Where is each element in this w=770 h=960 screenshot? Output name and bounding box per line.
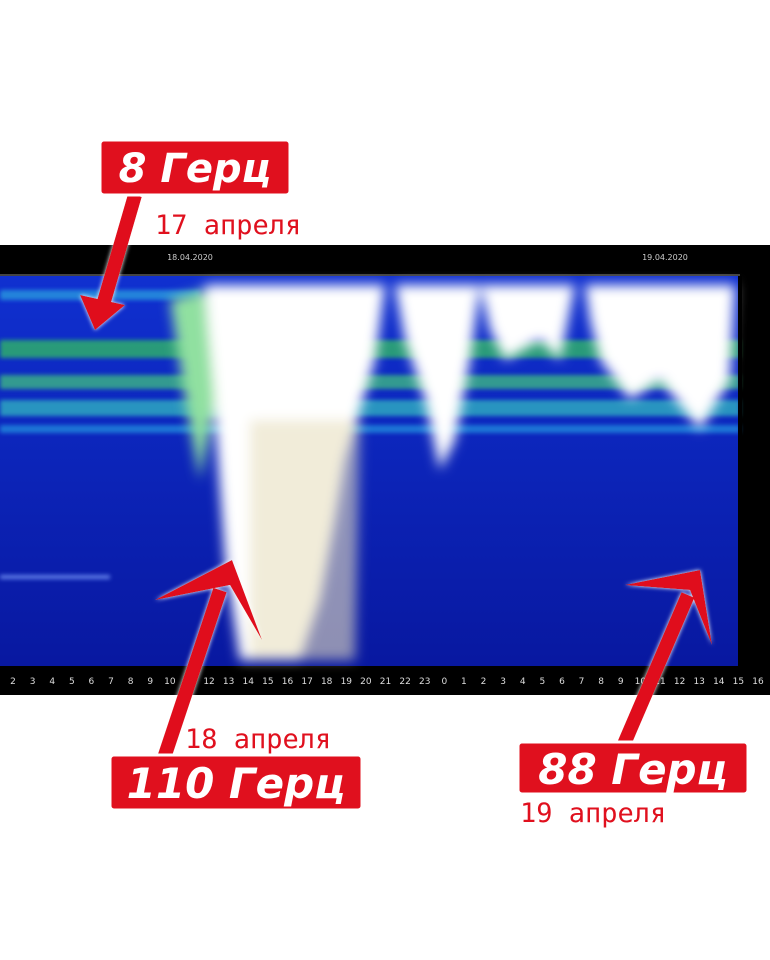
- tag-88hz: 88 Герц: [538, 745, 728, 794]
- hour-label: 0: [441, 677, 447, 687]
- hour-label: 22: [399, 677, 410, 687]
- hour-label: 18: [321, 677, 333, 687]
- hour-label: 8: [598, 677, 604, 687]
- spectrogram: [0, 274, 742, 666]
- hour-label: 21: [380, 677, 391, 687]
- hour-label: 15: [733, 677, 744, 687]
- hour-label: 15: [262, 677, 273, 687]
- date-17: 17 апреля: [155, 210, 301, 241]
- tag-box: [98, 138, 292, 197]
- arrows: [80, 193, 712, 773]
- hour-label: 6: [89, 677, 95, 687]
- date-labels: 18.04.2020 19.04.2020: [167, 253, 688, 262]
- hour-label: 3: [30, 677, 36, 687]
- hour-label: 11: [654, 677, 665, 687]
- hour-label: 12: [203, 677, 214, 687]
- hour-label: 14: [713, 677, 725, 687]
- hour-label: 2: [481, 677, 487, 687]
- hour-label: 5: [539, 677, 545, 687]
- hour-label: 1: [461, 677, 467, 687]
- date-19: 19 апреля: [520, 798, 666, 829]
- hour-label: 5: [69, 677, 75, 687]
- hour-label: 3: [500, 677, 506, 687]
- hour-label: 2: [10, 677, 16, 687]
- hour-label: 20: [360, 677, 372, 687]
- hour-label: 7: [579, 677, 585, 687]
- hour-label: 6: [559, 677, 565, 687]
- hour-label: 8: [128, 677, 134, 687]
- hour-label: 13: [223, 677, 234, 687]
- hour-label: 4: [520, 677, 526, 687]
- hour-label: 10: [635, 677, 647, 687]
- hour-label: 12: [674, 677, 685, 687]
- hour-label: 19: [341, 677, 353, 687]
- hour-label: 10: [164, 677, 176, 687]
- date-label: 19.04.2020: [642, 253, 688, 262]
- hour-label: 17: [301, 677, 312, 687]
- hour-label: 13: [693, 677, 704, 687]
- hour-label: 14: [243, 677, 255, 687]
- hour-label: 9: [618, 677, 624, 687]
- hour-label: 23: [419, 677, 430, 687]
- hour-label: 7: [108, 677, 114, 687]
- hour-label: 16: [282, 677, 294, 687]
- hour-label: 4: [49, 677, 55, 687]
- tag-8hz: 8 Герц: [119, 146, 272, 192]
- tag-110hz: 110 Герц: [127, 759, 346, 808]
- hour-labels: 2 3 4 5 6 7 8 9 10 11 12 13 14 15 16 17 18 19 20 21 22 23 0 1 2 3…: [10, 677, 764, 687]
- date-18: 18 апреля: [185, 724, 331, 755]
- date-label: 18.04.2020: [167, 253, 213, 262]
- hour-label: 16: [752, 677, 764, 687]
- tag-box: [108, 753, 364, 812]
- hour-label: 9: [147, 677, 153, 687]
- tag-box: [516, 740, 750, 796]
